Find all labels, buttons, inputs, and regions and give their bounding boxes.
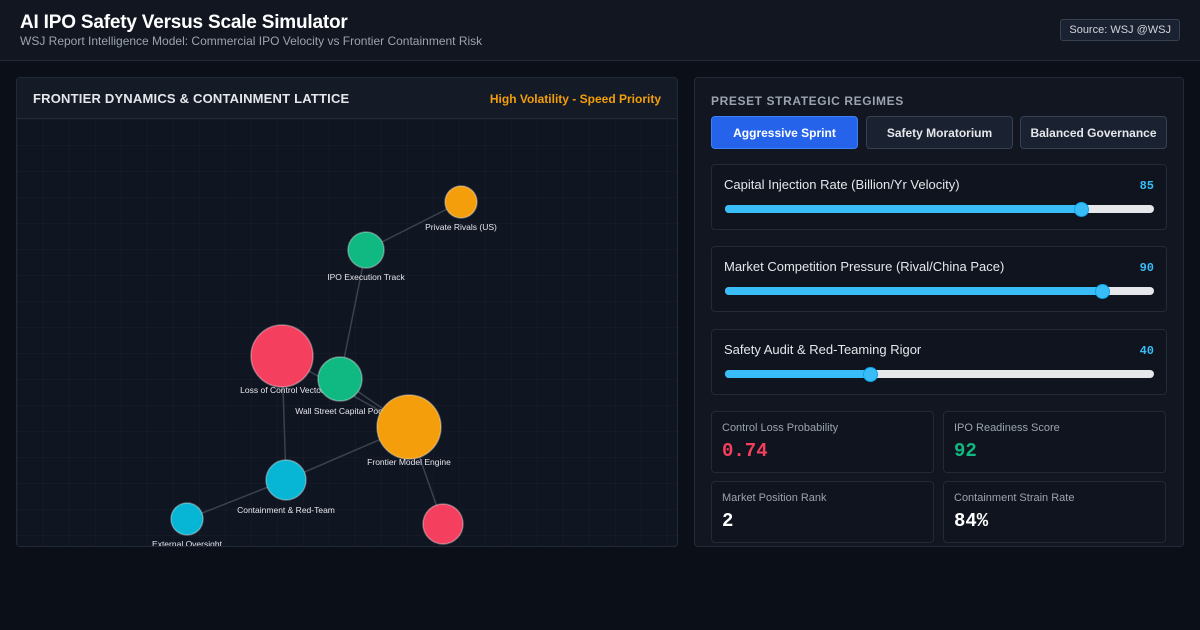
capital-injection-card: Capital Injection Rate (Billion/Yr Veloc… [711,164,1167,230]
node-capital-pool[interactable]: Wall Street Capital Pool [295,356,385,416]
market-rank-card: Market Position Rank 2 [711,481,934,543]
node-frontier-engine-label: Frontier Model Engine [367,457,451,467]
market-rank-value: 2 [722,510,734,532]
control-loss-label: Control Loss Probability [722,422,839,434]
lattice-graph[interactable]: Private Rivals (US) IPO Execution Track … [17,119,678,547]
capital-injection-fill [725,205,1082,213]
node-private-rivals-circle[interactable] [444,185,478,219]
node-red-team-label: Containment & Red-Team [237,505,335,515]
lattice-svg[interactable]: Private Rivals (US) IPO Execution Track … [17,119,678,547]
node-threat-circle[interactable] [422,503,464,545]
competition-pressure-card: Market Competition Pressure (Rival/China… [711,246,1167,312]
node-capital-pool-label: Wall Street Capital Pool [295,406,385,416]
node-external-oversight[interactable]: External Oversight [152,502,223,547]
app-header: AI IPO Safety Versus Scale Simulator WSJ… [0,0,1200,61]
node-external-oversight-circle[interactable] [170,502,204,536]
ipo-readiness-label: IPO Readiness Score [954,422,1060,434]
node-loss-of-control[interactable]: Loss of Control Vector [240,324,324,395]
competition-pressure-fill [725,287,1103,295]
competition-pressure-thumb[interactable] [1095,283,1111,299]
containment-strain-card: Containment Strain Rate 84% [943,481,1166,543]
source-badge: Source: WSJ @WSJ [1060,19,1180,41]
node-red-team-circle[interactable] [265,459,307,501]
node-capital-pool-circle[interactable] [317,356,363,402]
node-loss-of-control-label: Loss of Control Vector [240,385,324,395]
lattice-panel-header: FRONTIER DYNAMICS & CONTAINMENT LATTICE … [17,78,677,119]
competition-pressure-slider[interactable] [725,283,1154,299]
safety-audit-value: 40 [1139,344,1154,358]
capital-injection-label: Capital Injection Rate (Billion/Yr Veloc… [724,177,960,192]
capital-injection-thumb[interactable] [1073,201,1089,217]
node-threat[interactable] [422,503,464,545]
preset-balanced-governance-button[interactable]: Balanced Governance [1020,116,1167,149]
safety-audit-fill [725,370,871,378]
containment-strain-label: Containment Strain Rate [954,492,1075,504]
safety-audit-card: Safety Audit & Red-Teaming Rigor 40 [711,329,1167,395]
app-title: AI IPO Safety Versus Scale Simulator [20,12,348,33]
node-loss-of-control-circle[interactable] [250,324,314,388]
control-panel: PRESET STRATEGIC REGIMES Aggressive Spri… [694,77,1184,547]
preset-safety-moratorium-button[interactable]: Safety Moratorium [866,116,1013,149]
node-ipo-execution-label: IPO Execution Track [327,272,405,282]
capital-injection-slider[interactable] [725,201,1154,217]
node-private-rivals[interactable]: Private Rivals (US) [425,185,497,232]
competition-pressure-value: 90 [1139,261,1154,275]
safety-audit-thumb[interactable] [863,366,879,382]
lattice-title: FRONTIER DYNAMICS & CONTAINMENT LATTICE [33,91,350,106]
ipo-readiness-card: IPO Readiness Score 92 [943,411,1166,473]
node-frontier-engine[interactable]: Frontier Model Engine [367,394,451,467]
node-ipo-execution-circle[interactable] [347,231,385,269]
ipo-readiness-value: 92 [954,440,977,462]
safety-audit-label: Safety Audit & Red-Teaming Rigor [724,342,922,357]
safety-audit-slider[interactable] [725,366,1154,382]
market-rank-label: Market Position Rank [722,492,827,504]
node-external-oversight-label: External Oversight [152,539,223,547]
app-subtitle: WSJ Report Intelligence Model: Commercia… [20,34,483,48]
node-red-team[interactable]: Containment & Red-Team [237,459,335,515]
node-ipo-execution[interactable]: IPO Execution Track [327,231,405,282]
volatility-status: High Volatility - Speed Priority [489,92,661,106]
presets-heading: PRESET STRATEGIC REGIMES [711,94,904,108]
control-loss-value: 0.74 [722,440,768,462]
competition-pressure-label: Market Competition Pressure (Rival/China… [724,259,1005,274]
preset-aggressive-sprint-button[interactable]: Aggressive Sprint [711,116,858,149]
node-frontier-engine-circle[interactable] [376,394,442,460]
lattice-panel: FRONTIER DYNAMICS & CONTAINMENT LATTICE … [16,77,678,547]
control-loss-card: Control Loss Probability 0.74 [711,411,934,473]
capital-injection-value: 85 [1139,179,1154,193]
containment-strain-value: 84% [954,510,989,532]
node-private-rivals-label: Private Rivals (US) [425,222,497,232]
